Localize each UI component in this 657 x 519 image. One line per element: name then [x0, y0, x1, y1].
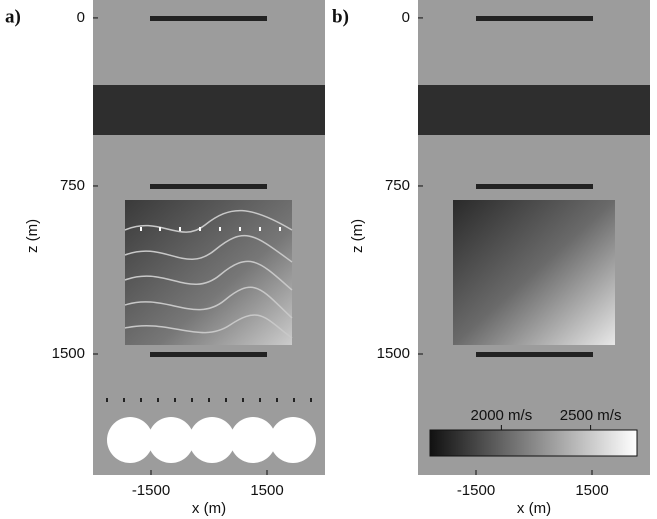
y-axis-label: z (m) — [349, 219, 366, 253]
layer — [418, 85, 650, 135]
y-tick-label: 750 — [60, 177, 85, 194]
y-tick-label: 0 — [402, 9, 410, 26]
y-tick-label: 1500 — [377, 345, 410, 362]
colorbar — [430, 430, 637, 456]
x-tick-label: -1500 — [132, 482, 170, 499]
y-axis-label: z (m) — [24, 219, 41, 253]
layer — [93, 85, 325, 135]
figure: a) -1500 1500 0 750 1500 x (m) z (m) b) -1500 1500… — [0, 0, 657, 519]
x-axis-label: x (m) — [517, 500, 551, 517]
x-tick-label: 1500 — [250, 482, 283, 499]
y-tick-label: 0 — [77, 9, 85, 26]
model-image — [453, 200, 615, 345]
panel-label: a) — [5, 6, 21, 27]
scatterers — [107, 417, 316, 463]
x-axis-label: x (m) — [192, 500, 226, 517]
colorbar-tick-label: 2000 m/s — [471, 407, 533, 424]
x-tick-label: -1500 — [457, 482, 495, 499]
y-tick-label: 750 — [385, 177, 410, 194]
panel-label: b) — [332, 6, 349, 27]
y-tick-label: 1500 — [52, 345, 85, 362]
x-tick-label: 1500 — [575, 482, 608, 499]
colorbar-tick-label: 2500 m/s — [560, 407, 622, 424]
